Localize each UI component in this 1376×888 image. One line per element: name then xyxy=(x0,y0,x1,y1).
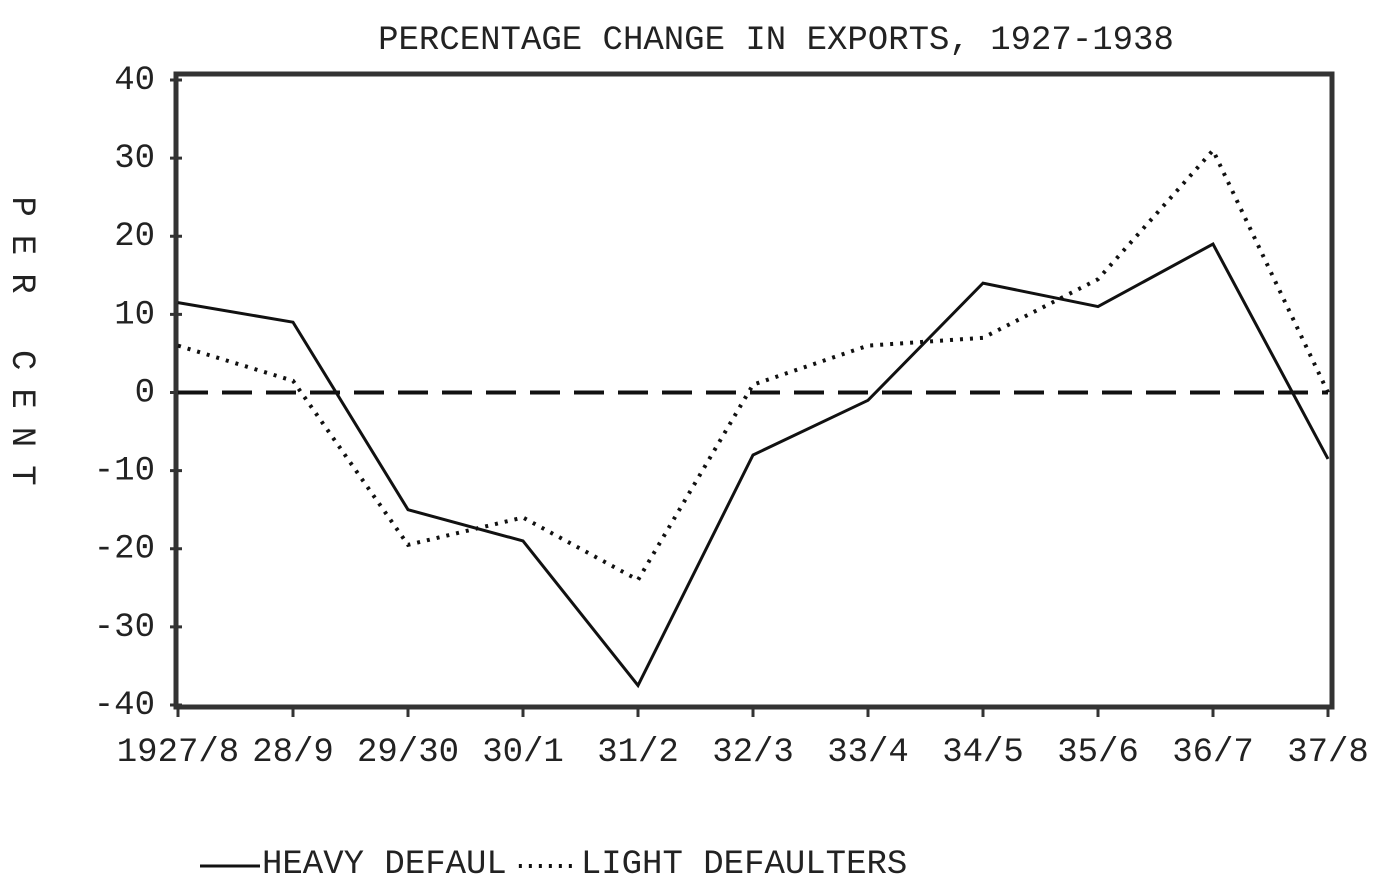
x-tick-label: 32/3 xyxy=(712,734,794,772)
y-tick-label: -30 xyxy=(94,609,155,647)
y-tick-label: -40 xyxy=(94,687,155,725)
series-line xyxy=(177,242,1330,689)
y-tick-label: 40 xyxy=(114,62,155,100)
chart-title: PERCENTAGE CHANGE IN EXPORTS, 1927-1938 xyxy=(378,22,1174,60)
x-tick-label: 30/1 xyxy=(482,734,564,772)
x-tick-label: 34/5 xyxy=(942,734,1024,772)
y-axis-label: PER CENT xyxy=(2,196,40,503)
x-tick-label: 37/8 xyxy=(1287,734,1369,772)
x-tick-label: 36/7 xyxy=(1172,734,1254,772)
y-tick-label: 0 xyxy=(135,374,155,412)
legend-label: LIGHT DEFAULTERS xyxy=(581,846,907,884)
x-tick-label: 35/6 xyxy=(1057,734,1139,772)
x-tick-label: 33/4 xyxy=(827,734,909,772)
y-tick-label: -20 xyxy=(94,531,155,569)
x-tick-label: 31/2 xyxy=(597,734,679,772)
x-tick-label: 1927/8 xyxy=(117,734,239,772)
y-tick-label: 20 xyxy=(114,218,155,256)
y-tick-label: 30 xyxy=(114,140,155,178)
y-tick-label: -10 xyxy=(94,453,155,491)
x-tick-label: 28/9 xyxy=(252,734,334,772)
series-line xyxy=(177,146,1330,583)
x-tick-label: 29/30 xyxy=(357,734,459,772)
legend-label: HEAVY DEFAUL xyxy=(262,846,507,884)
y-tick-label: 10 xyxy=(114,296,155,334)
